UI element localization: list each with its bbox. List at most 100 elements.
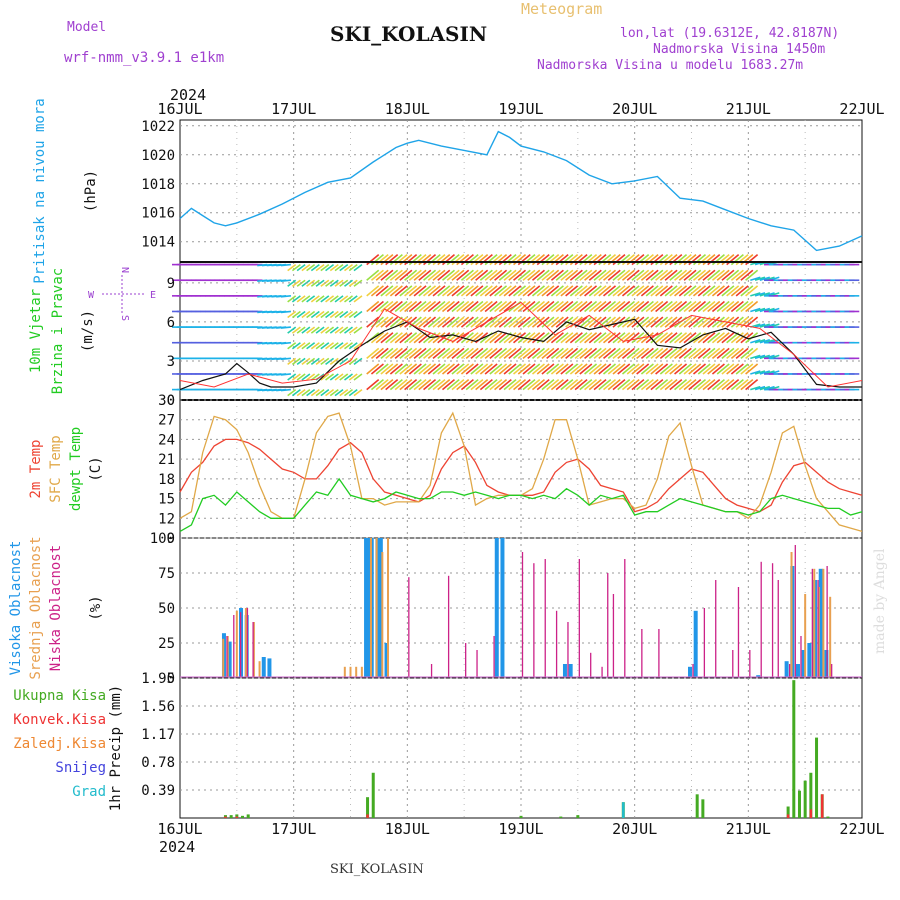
wind-barb xyxy=(320,310,330,319)
wind-barb xyxy=(498,285,512,297)
wind-barb xyxy=(711,300,725,313)
wind-barb xyxy=(306,310,316,319)
wind-barb xyxy=(329,342,339,350)
wind-barb xyxy=(432,347,446,359)
wind-barb xyxy=(560,378,574,391)
wind-barb xyxy=(489,300,503,313)
wind-barb xyxy=(636,269,650,281)
wind-barb xyxy=(287,279,297,287)
wind-barb xyxy=(446,347,460,359)
wind-barb xyxy=(527,363,541,375)
wind-barb xyxy=(280,279,292,283)
wind-barb xyxy=(697,347,711,359)
wind-barb xyxy=(280,357,292,361)
wind-barb xyxy=(674,300,688,313)
wind-barb xyxy=(460,316,474,328)
wind-barb xyxy=(366,300,380,313)
cloud-bar-low xyxy=(246,608,249,677)
wind-barb xyxy=(702,363,716,375)
wind-barb xyxy=(626,269,640,281)
wind-barb xyxy=(555,378,569,391)
wind-barb xyxy=(640,363,654,375)
cloud-bar-mid xyxy=(258,661,261,677)
cloud-bar-high xyxy=(818,568,823,677)
wind-barb xyxy=(730,363,744,375)
cloud-bar-mid xyxy=(369,538,372,677)
cloud-bar-low xyxy=(252,622,254,677)
wind-barb xyxy=(726,363,740,375)
wind-barb xyxy=(301,342,311,350)
wind-barb xyxy=(339,388,349,397)
wind-barb xyxy=(659,269,673,281)
wind-barb xyxy=(669,300,683,313)
wind-barb xyxy=(296,373,306,381)
wind-barb xyxy=(451,300,465,313)
wind-barb xyxy=(456,363,470,375)
wind-barb xyxy=(460,300,474,313)
wind-barb xyxy=(716,316,730,328)
wind-barb xyxy=(375,332,389,344)
wind-barb xyxy=(579,378,593,391)
cloud-bar-low xyxy=(737,587,740,677)
wind-barb xyxy=(418,300,432,313)
wind-barb xyxy=(598,285,612,297)
wind-barb xyxy=(730,300,744,313)
wind-barb xyxy=(745,378,759,391)
y-tick-label: 1022 xyxy=(141,119,175,135)
wind-barb xyxy=(325,263,335,272)
wind-barb xyxy=(711,285,725,297)
cloud-bar-low xyxy=(715,580,717,677)
wind-barb xyxy=(306,388,316,397)
wind-barb xyxy=(320,263,330,272)
wind-barb xyxy=(593,300,607,313)
wind-barb xyxy=(674,347,688,359)
wind-barb xyxy=(584,300,598,313)
cloud-bar-mid xyxy=(343,666,346,677)
wind-barb xyxy=(555,363,569,375)
wind-barb xyxy=(484,378,498,391)
wind-barb xyxy=(598,316,612,328)
wind-barb xyxy=(334,326,344,334)
wind-barb xyxy=(735,332,749,344)
wind-barb xyxy=(291,326,301,334)
wind-barb xyxy=(546,269,560,281)
wind-barb xyxy=(517,300,531,313)
wind-barb xyxy=(678,347,692,359)
wind-barb xyxy=(446,316,460,328)
wind-barb xyxy=(579,316,593,328)
wind-barb xyxy=(489,363,503,375)
wind-barb xyxy=(560,363,574,375)
wind-barb xyxy=(344,326,353,334)
precip-bar-ukupna-kisa xyxy=(797,790,801,818)
precip-bar-ukupna-kisa xyxy=(826,816,830,818)
wind-barb xyxy=(408,378,422,391)
precip-bar-ukupna-kisa xyxy=(803,780,807,818)
x-tick-label-bottom: 17JUL xyxy=(271,820,316,838)
wind-barb xyxy=(598,300,612,313)
cloud-bar-low xyxy=(226,636,228,677)
wind-barb xyxy=(517,269,531,281)
wind-barb xyxy=(745,363,759,375)
wind-barb xyxy=(621,316,635,328)
wind-barb xyxy=(555,332,569,344)
cloud-bar-low xyxy=(831,664,833,677)
wind-barb xyxy=(479,378,493,391)
wind-barb xyxy=(470,347,484,359)
wind-barb xyxy=(626,347,640,359)
wind-barb xyxy=(631,269,645,281)
wind-barb xyxy=(636,363,650,375)
wind-barb xyxy=(320,373,330,381)
wind-barb xyxy=(678,285,692,297)
cloud-bar-low xyxy=(811,568,813,677)
wind-barb xyxy=(707,300,721,313)
wind-barb xyxy=(607,332,621,344)
wind-barb xyxy=(441,378,455,391)
wind-barb xyxy=(315,326,325,334)
wind-barb xyxy=(711,363,725,375)
wind-barb xyxy=(550,316,564,328)
pressure-axis-title: Pritisak na nivou mora xyxy=(32,98,48,283)
wind-barb xyxy=(650,378,664,391)
cloud-bar-high xyxy=(494,538,499,677)
wind-units: (m/s) xyxy=(80,310,96,352)
wind-barb xyxy=(475,378,489,391)
